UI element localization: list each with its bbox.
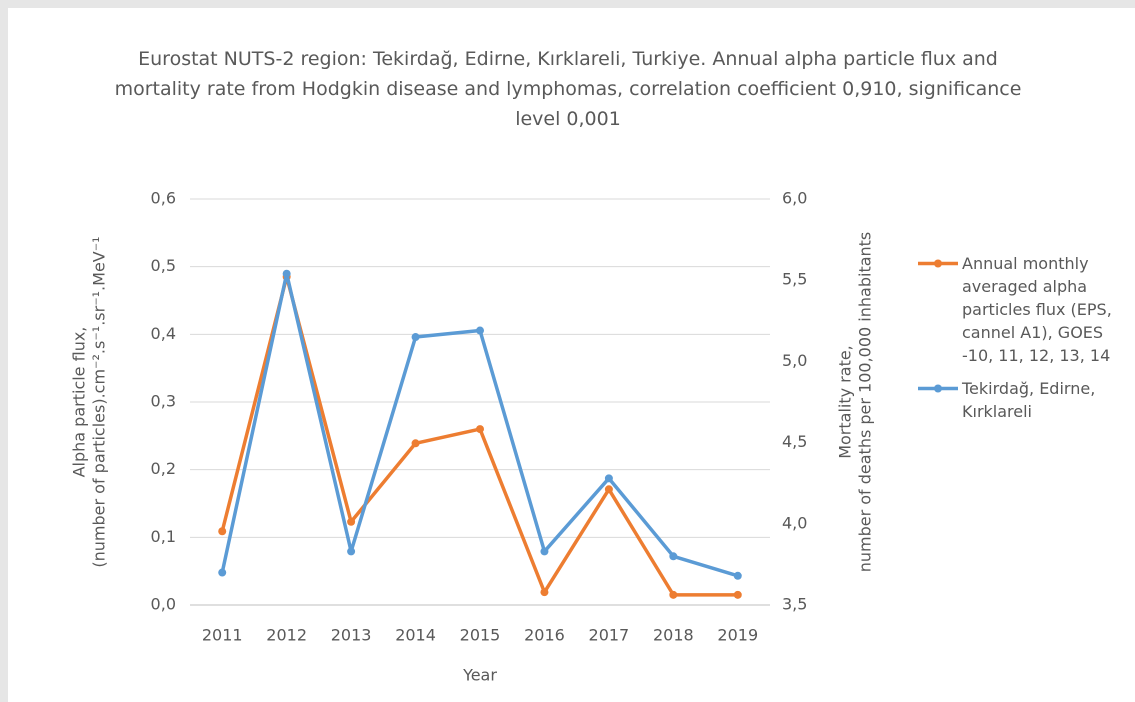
y2-tick-label: 5,5: [782, 270, 807, 289]
x-tick-label: 2017: [589, 626, 630, 645]
data-point: [411, 333, 420, 342]
y-tick-label: 0,3: [151, 392, 176, 411]
y-axis-label-line: (number of particles).cm⁻².s⁻¹.sr⁻¹.MeV⁻…: [90, 236, 109, 567]
y2-tick-label: 4,0: [782, 513, 807, 532]
data-point: [604, 474, 613, 483]
y-axis-label-line: Alpha particle flux,: [70, 327, 89, 478]
y-tick-label: 0,0: [151, 595, 176, 614]
y-tick-label: 0,1: [151, 527, 176, 546]
x-tick-label: 2018: [653, 626, 694, 645]
data-point: [347, 547, 356, 556]
data-point: [540, 547, 549, 556]
legend-label: Tekirdağ, Edirne, Kırklareli: [962, 379, 1096, 421]
y2-axis-label: Mortality rate, number of deaths per 100,…: [836, 232, 875, 573]
legend-label: Annual monthly averaged alpha particles …: [962, 254, 1112, 365]
y-tick-label: 0,4: [151, 324, 176, 343]
y2-tick-label: 5,0: [782, 351, 807, 370]
data-point: [604, 485, 613, 494]
data-point: [476, 425, 484, 434]
x-tick-label: 2014: [395, 626, 436, 645]
data-point: [733, 590, 742, 599]
y-tick-label: 0,6: [151, 189, 176, 208]
data-point: [669, 552, 678, 561]
legend-marker: [934, 259, 942, 268]
x-tick-label: 2016: [524, 626, 565, 645]
y-tick-label: 0,5: [151, 256, 176, 275]
data-point: [733, 571, 742, 580]
page: 0,0 0,1 0,2 0,3 0,4 0,5 0,6 3,5 4,0 4,5 5,0 5,5 6,0 2…: [8, 8, 1135, 702]
y2-tick-label: 6,0: [782, 189, 807, 208]
y2-axis-label-line: Mortality rate,: [836, 345, 855, 459]
data-point: [669, 590, 678, 599]
data-point: [476, 326, 484, 335]
data-point: [282, 269, 291, 278]
data-point: [347, 517, 356, 526]
x-tick-label: 2015: [460, 626, 501, 645]
chart-title: Eurostat NUTS-2 region: Tekirdağ, Edirne…: [114, 48, 1022, 130]
data-point: [411, 439, 420, 448]
y2-axis-label-line: number of deaths per 100,000 inhabitants: [856, 232, 875, 573]
x-tick-label: 2019: [717, 626, 758, 645]
x-tick-label: 2012: [266, 626, 307, 645]
x-tick-label: 2013: [331, 626, 372, 645]
data-point: [540, 588, 549, 597]
data-point: [218, 568, 227, 577]
y2-tick-label: 4,5: [782, 432, 807, 451]
x-tick-label: 2011: [202, 626, 243, 645]
chart: 0,0 0,1 0,2 0,3 0,4 0,5 0,6 3,5 4,0 4,5 5,0 5,5 6,0 2…: [70, 189, 958, 685]
y2-tick-label: 3,5: [782, 595, 807, 614]
legend-marker: [934, 384, 942, 393]
y-tick-label: 0,2: [151, 459, 176, 478]
y-axis-label: Alpha particle flux, (number of particles…: [70, 236, 109, 567]
x-axis-label: Year: [462, 666, 497, 685]
data-point: [218, 527, 227, 536]
